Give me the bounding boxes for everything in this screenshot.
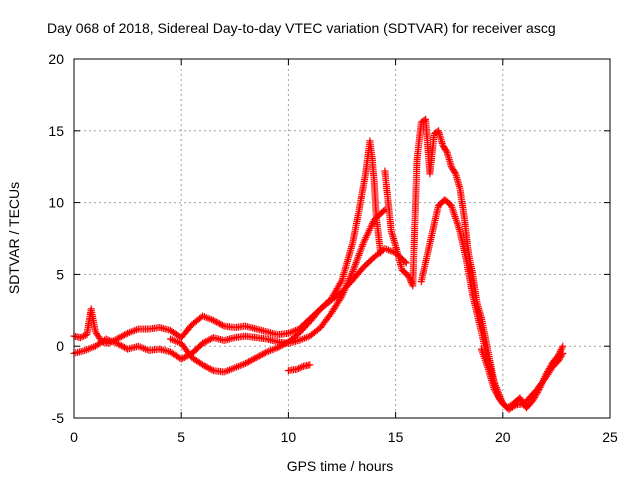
plot-frame	[73, 58, 611, 419]
data-series	[284, 361, 314, 375]
data-series	[477, 342, 567, 412]
y-tick-label: 20	[48, 51, 64, 67]
chart-title: Day 068 of 2018, Sidereal Day-to-day VTE…	[47, 20, 556, 36]
y-tick-label: 0	[56, 338, 64, 354]
x-tick-label: 10	[281, 429, 297, 445]
x-tick-label: 5	[177, 429, 185, 445]
y-tick-label: -5	[52, 410, 65, 426]
y-tick-label: 10	[48, 195, 64, 211]
axis-ticks	[73, 58, 611, 419]
data-point-markers	[167, 245, 410, 376]
data-point-markers	[70, 137, 385, 347]
x-tick-label: 25	[602, 429, 618, 445]
y-axis-label: SDTVAR / TECUs	[6, 182, 22, 294]
data-series	[70, 137, 385, 347]
data-point-markers	[284, 361, 314, 375]
data-series	[167, 245, 410, 376]
x-axis: 0 5 10 15 20 25	[70, 429, 618, 445]
x-axis-label: GPS time / hours	[287, 458, 394, 474]
y-tick-label: 15	[48, 123, 64, 139]
x-tick-label: 15	[388, 429, 404, 445]
plot-area	[70, 115, 567, 413]
data-point-markers	[477, 342, 567, 412]
x-tick-label: 0	[70, 429, 78, 445]
x-tick-label: 20	[495, 429, 511, 445]
grid	[74, 59, 610, 418]
data-series	[381, 115, 507, 408]
y-tick-label: 5	[56, 266, 64, 282]
data-point-markers	[381, 115, 507, 408]
y-axis: -5 0 5 10 15 20	[48, 51, 64, 426]
